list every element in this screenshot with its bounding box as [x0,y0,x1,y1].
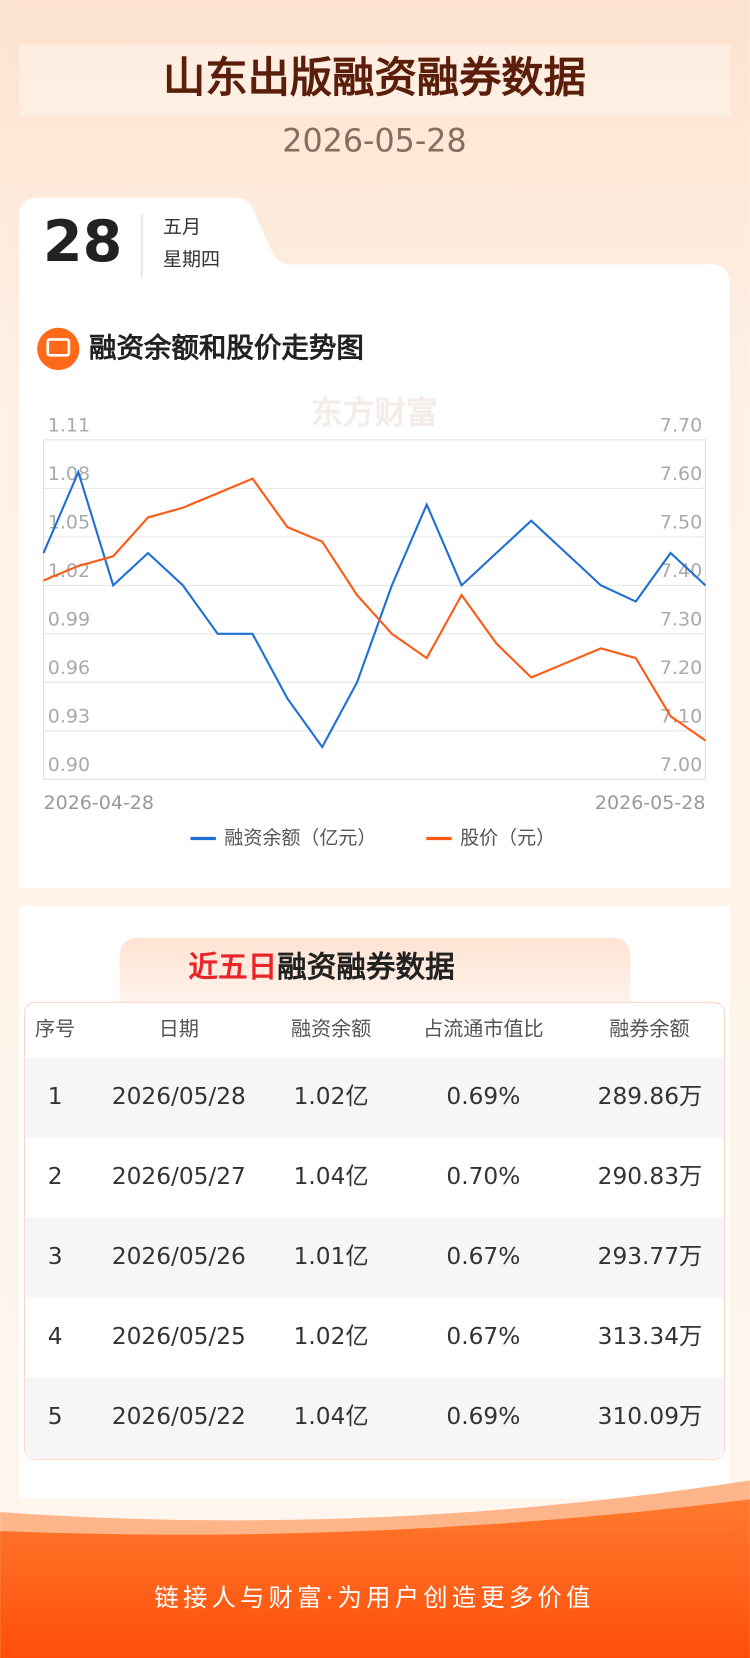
table-cell: 0.69% [446,1403,520,1430]
chart: 0.900.930.960.991.021.051.081.117.007.10… [42,415,707,849]
table-cell: 0.69% [446,1083,520,1110]
table-cell: 1 [48,1083,63,1110]
date-badge [19,197,254,289]
table-cell: 4 [48,1323,63,1350]
y2-tick-label: 7.70 [660,415,702,437]
table-cell: 1.04亿 [294,1403,369,1430]
table-title-highlight: 近五日 [188,950,277,984]
row-stripe [25,1377,724,1458]
table-cell: 3 [48,1243,63,1270]
table-cell: 290.83万 [598,1163,703,1190]
table-title-rest: 融资融券数据 [277,950,455,984]
row-stripe [25,1057,724,1138]
badge-day: 28 [43,209,122,275]
table-cell: 1.02亿 [294,1323,369,1350]
table-cell: 2026/05/28 [112,1083,246,1110]
table-cell: 2026/05/27 [112,1163,246,1190]
y-tick-label: 0.99 [48,609,90,631]
y2-tick-label: 7.00 [660,754,702,776]
y2-tick-label: 7.30 [660,609,702,631]
column-header: 融资余额 [291,1016,371,1040]
badge-weekday: 星期四 [163,249,220,271]
badge-month: 五月 [163,216,201,238]
y-tick-label: 1.11 [48,415,90,437]
page-date: 2026-05-28 [282,124,466,160]
legend-label: 股价（元） [460,827,555,849]
column-header: 融券余额 [609,1016,689,1040]
table-cell: 5 [48,1403,63,1430]
table-cell: 293.77万 [598,1243,703,1270]
row-stripe [25,1217,724,1298]
y2-tick-label: 7.20 [660,657,702,679]
table-cell: 0.70% [446,1163,520,1190]
footer [0,1499,750,1658]
table: 序号 日期 融资余额 占流通市值比 融券余额 1 2026/05/28 1.02亿 0.69% 2… [25,1016,724,1458]
y2-tick-label: 7.60 [660,463,702,485]
y-tick-label: 0.93 [48,706,90,728]
series-line [42,469,707,749]
y2-tick-label: 7.40 [660,560,702,582]
x-tick-label: 2026-04-28 [44,792,155,814]
title-band [19,44,730,117]
chart-section-title: 融资余额和股价走势图 [89,332,364,364]
table-title-tab [119,937,631,1003]
table-cell: 0.67% [446,1323,520,1350]
table-cell: 289.86万 [598,1083,703,1110]
y-tick-label: 1.08 [48,463,90,485]
chart-card [19,197,730,889]
table-cell: 2026/05/22 [112,1403,246,1430]
table-cell: 313.34万 [598,1323,703,1350]
section-icon [37,327,80,371]
y-tick-label: 0.96 [48,657,90,679]
watermark: 东方财富 [311,395,438,432]
series-line [43,477,707,742]
column-header: 占流通市值比 [423,1016,543,1040]
section-icon-glyph [46,338,71,357]
table-cell: 2026/05/26 [112,1243,246,1270]
column-header: 日期 [159,1016,199,1040]
table-cell: 1.02亿 [294,1083,369,1110]
table-cell: 310.09万 [598,1403,703,1430]
table-cell: 2 [48,1163,63,1190]
x-tick-label: 2026-05-28 [595,792,706,814]
table-cell: 2026/05/25 [112,1323,246,1350]
legend-label: 融资余额（亿元） [224,827,376,849]
y2-tick-label: 7.10 [660,706,702,728]
column-header: 序号 [35,1016,75,1040]
y-tick-label: 0.90 [48,754,90,776]
table-cell: 1.01亿 [294,1243,369,1270]
footer-slogan: 链接人与财富·为用户创造更多价值 [154,1583,594,1612]
page-title: 山东出版融资融券数据 [163,53,586,102]
table-cell: 1.04亿 [294,1163,369,1190]
y2-tick-label: 7.50 [660,512,702,534]
table-cell: 0.67% [446,1243,520,1270]
